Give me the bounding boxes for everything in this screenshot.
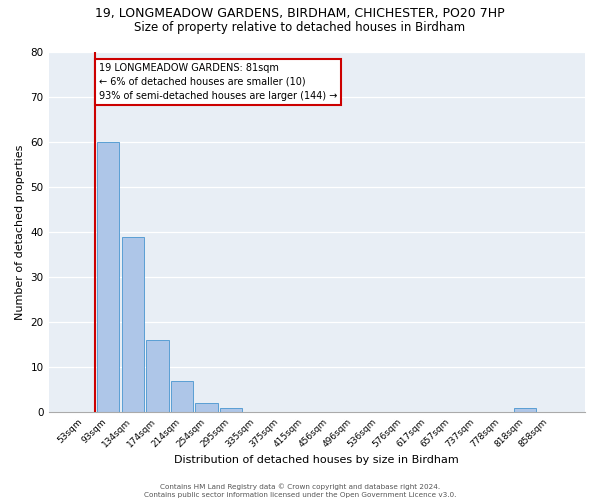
Bar bbox=[97, 142, 119, 412]
X-axis label: Distribution of detached houses by size in Birdham: Distribution of detached houses by size … bbox=[175, 455, 459, 465]
Text: Contains HM Land Registry data © Crown copyright and database right 2024.
Contai: Contains HM Land Registry data © Crown c… bbox=[144, 484, 456, 498]
Text: Size of property relative to detached houses in Birdham: Size of property relative to detached ho… bbox=[134, 21, 466, 34]
Text: 19, LONGMEADOW GARDENS, BIRDHAM, CHICHESTER, PO20 7HP: 19, LONGMEADOW GARDENS, BIRDHAM, CHICHES… bbox=[95, 8, 505, 20]
Bar bbox=[171, 381, 193, 412]
Bar bbox=[146, 340, 169, 412]
Bar bbox=[196, 404, 218, 412]
Y-axis label: Number of detached properties: Number of detached properties bbox=[15, 144, 25, 320]
Text: 19 LONGMEADOW GARDENS: 81sqm
← 6% of detached houses are smaller (10)
93% of sem: 19 LONGMEADOW GARDENS: 81sqm ← 6% of det… bbox=[98, 63, 337, 101]
Bar bbox=[514, 408, 536, 412]
Bar bbox=[220, 408, 242, 412]
Bar bbox=[122, 236, 144, 412]
